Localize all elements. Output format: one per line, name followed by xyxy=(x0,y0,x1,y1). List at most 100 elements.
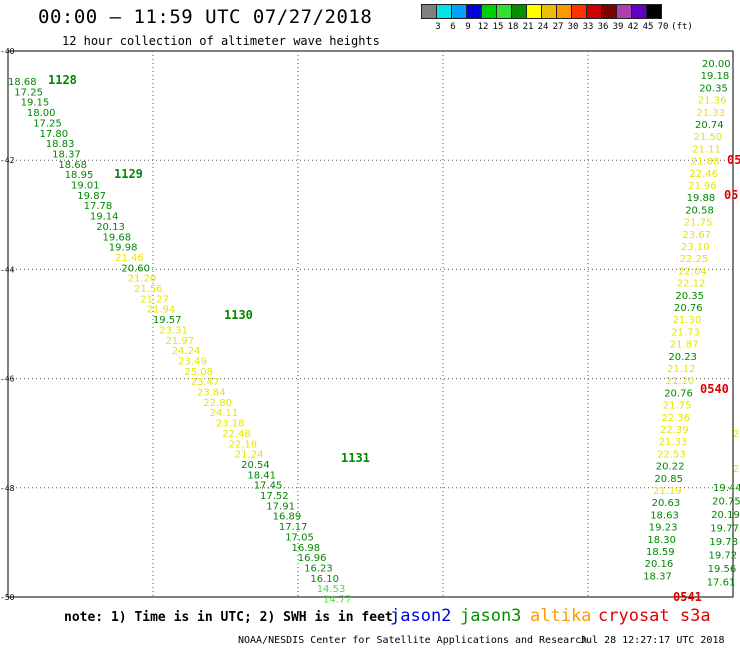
wave-height-label: 21.19 xyxy=(653,486,682,497)
scale-label: 9 xyxy=(465,22,471,32)
y-tick-label: -46 xyxy=(0,375,15,384)
scale-label: 12 xyxy=(477,22,489,32)
wave-height-label: 21.87 xyxy=(670,340,699,351)
y-tick-label: -40 xyxy=(0,47,15,56)
wave-height-label: 21.75 xyxy=(684,218,713,229)
wave-height-label: 21.96 xyxy=(688,181,717,192)
wave-height-label: 19.14 xyxy=(90,212,119,223)
wave-height-label: 21.50 xyxy=(694,132,723,143)
pass-label: 0541 xyxy=(673,590,702,604)
wave-height-label: 21.97 xyxy=(166,336,195,347)
pass-label-partial: 05 xyxy=(724,188,738,202)
wave-height-label: 19.77 xyxy=(710,524,739,535)
wave-height-label: 19.57 xyxy=(153,315,182,326)
wave-height-label: 21.30 xyxy=(673,315,702,326)
footer-note: note: 1) Time is in UTC; 2) SWH is in fe… xyxy=(64,610,393,625)
color-scale-legend: 3 6 9 12 15 18 21 24 27 30 33 36 39 42 45 70 (ft) xyxy=(421,4,693,33)
scale-label: 30 xyxy=(567,22,579,32)
wave-height-label: 17.05 xyxy=(285,532,314,543)
wave-height-label: 23.49 xyxy=(178,356,207,367)
wave-height-label: 16.23 xyxy=(304,563,333,574)
wave-height-label: 19.23 xyxy=(649,523,678,534)
wave-height-label: 21.73 xyxy=(671,327,700,338)
wave-height-label: 18.37 xyxy=(643,571,672,582)
wave-height-label: 23.18 xyxy=(216,419,245,430)
wave-height-label: 22.80 xyxy=(203,398,232,409)
wave-height-label: 18.95 xyxy=(65,170,94,181)
wave-height-label: 17.17 xyxy=(279,522,308,533)
scale-label: 18 xyxy=(507,22,519,32)
scale-label: 33 xyxy=(582,22,594,32)
wave-height-label: 18.59 xyxy=(646,547,675,558)
wave-height-label: 14.77 xyxy=(323,595,352,606)
wave-height-label: 19.98 xyxy=(109,243,138,254)
wave-height-label: 25.08 xyxy=(184,367,213,378)
scale-label: 45 xyxy=(642,22,654,32)
wave-height-label: 21.46 xyxy=(115,253,144,264)
color-scale-labels: 3 6 9 12 15 18 21 24 27 30 33 36 39 42 45 70 (ft) xyxy=(422,19,693,33)
scale-label: 24 xyxy=(537,22,549,32)
wave-height-label: 20.00 xyxy=(702,59,731,70)
scale-label: 21 xyxy=(522,22,534,32)
wave-height-label: 21.33 xyxy=(659,437,688,448)
wave-height-label: 20.16 xyxy=(645,559,674,570)
wave-height-label: 21.24 xyxy=(235,450,264,461)
chart-subtitle: 12 hour collection of altimeter wave hei… xyxy=(62,34,380,48)
scale-unit: (ft) xyxy=(671,22,693,32)
wave-height-label: 21.88 xyxy=(691,157,720,168)
wave-height-label: 20.76 xyxy=(664,388,693,399)
wave-height-label: 19.01 xyxy=(71,181,100,192)
wave-height-label: 16.98 xyxy=(292,543,321,554)
generation-timestamp: Jul 28 12:27:17 UTC 2018 xyxy=(580,635,725,646)
wave-height-label: 22.53 xyxy=(657,449,686,460)
wave-height-label: 20.85 xyxy=(654,474,683,485)
pass-label: 0540 xyxy=(700,382,729,396)
wave-height-label: 18.30 xyxy=(647,535,676,546)
wave-height-label: 17.25 xyxy=(33,118,62,129)
satellite-cryosat-s3a: cryosat s3a xyxy=(598,606,711,626)
plot-frame xyxy=(7,50,734,598)
wave-height-label: 16.10 xyxy=(310,574,339,585)
wave-height-label: 14.53 xyxy=(317,584,346,595)
scale-label: 6 xyxy=(450,22,456,32)
wave-height-label: 20.35 xyxy=(699,83,728,94)
scale-label: 39 xyxy=(612,22,624,32)
scale-label: 36 xyxy=(597,22,609,32)
wave-height-label: 17.25 xyxy=(14,87,43,98)
wave-height-label: 18.63 xyxy=(650,510,679,521)
wave-height-label: 20.74 xyxy=(695,120,724,131)
satellite-jason3: jason3 xyxy=(460,606,522,626)
y-tick-label: -44 xyxy=(0,265,15,274)
wave-height-label: 22.36 xyxy=(661,413,690,424)
scale-label: 42 xyxy=(627,22,639,32)
wave-height-label: 18.00 xyxy=(27,108,56,119)
pass-label-partial: 05 xyxy=(727,153,740,167)
chart-title: 00:00 – 11:59 UTC 07/27/2018 xyxy=(38,6,373,28)
wave-height-label: 17.61 xyxy=(707,578,736,589)
wave-height-label: 20.13 xyxy=(96,222,125,233)
color-scale-bar xyxy=(421,4,662,19)
wave-height-label: 21.94 xyxy=(147,305,176,316)
wave-height-label: 19.15 xyxy=(21,98,50,109)
wave-height-label: 17.78 xyxy=(84,201,113,212)
wave-height-label: 21.12 xyxy=(667,364,696,375)
wave-height-label: 16.89 xyxy=(273,512,302,523)
wave-height-label: 20.54 xyxy=(241,460,270,471)
wave-height-label: 22.46 xyxy=(689,169,718,180)
wave-height-label: 23.67 xyxy=(682,230,711,241)
pass-label: 1129 xyxy=(114,167,143,181)
wave-height-label: 21.27 xyxy=(140,294,169,305)
scale-swatch xyxy=(646,4,662,19)
wave-height-label: 22.39 xyxy=(660,425,689,436)
wave-height-plot: 757881848790-40-42-44-46-48-5018.6817.25… xyxy=(0,47,740,606)
wave-height-label: 21.75 xyxy=(663,401,692,412)
wave-height-label: 22.04 xyxy=(678,266,707,277)
wave-height-label: 21.00 xyxy=(733,429,740,440)
wave-height-label: 22.12 xyxy=(677,279,706,290)
wave-height-label: 16.96 xyxy=(298,553,327,564)
wave-height-label: 19.88 xyxy=(687,193,716,204)
scale-label: 3 xyxy=(435,22,441,32)
wave-height-label: 17.45 xyxy=(254,481,283,492)
wave-height-label: 20.22 xyxy=(656,462,685,473)
wave-height-label: 24.11 xyxy=(210,408,239,419)
